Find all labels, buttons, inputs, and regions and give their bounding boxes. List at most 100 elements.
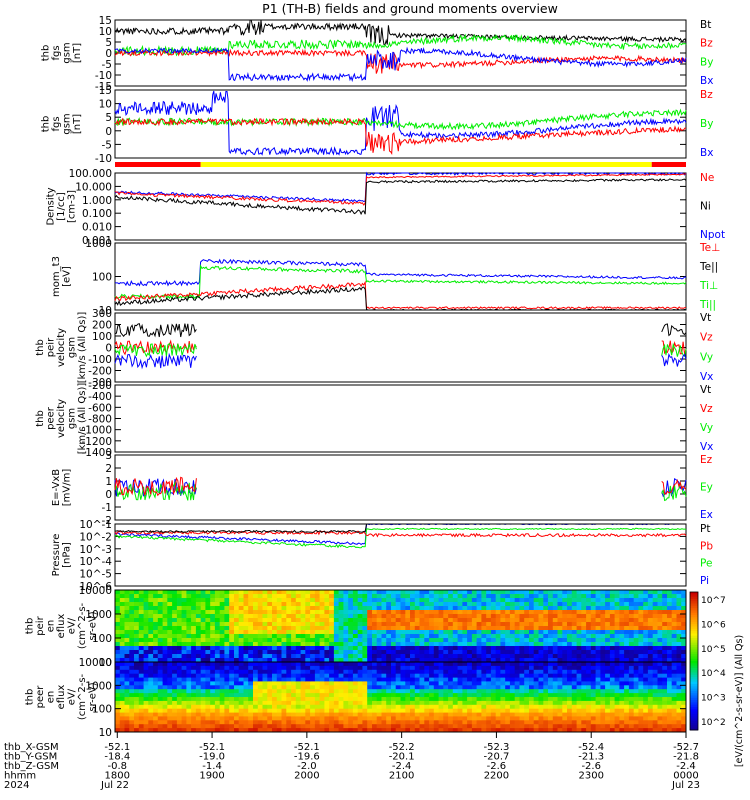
svg-text:thb: thb xyxy=(35,410,46,427)
y-tick-label: 1000 xyxy=(85,680,112,692)
pe-line xyxy=(114,527,687,549)
x-tick-label: 1900 xyxy=(199,771,224,782)
svg-text:[km/s (All Qs)]: [km/s (All Qs)] xyxy=(77,312,88,384)
mode-bar-segment xyxy=(651,162,686,167)
bt-line xyxy=(114,19,687,46)
y-tick-label: 10^-1 xyxy=(79,519,112,531)
y-tick-label: 1 xyxy=(105,476,112,488)
legend-entry: Pi xyxy=(700,575,709,587)
panel-frame xyxy=(114,454,687,521)
vt-line xyxy=(114,323,687,338)
ez-line xyxy=(114,476,687,497)
vz-line xyxy=(114,339,687,356)
x-ephemeris-label: -52.1 xyxy=(199,742,225,753)
y-tick-label: 10 xyxy=(99,657,112,669)
y-tick-label: 0 xyxy=(105,343,112,355)
y-tick-label: 100 xyxy=(92,704,112,716)
vx-line xyxy=(114,352,687,370)
svg-text:gsm: gsm xyxy=(61,42,72,63)
x-ephemeris-label: -19.0 xyxy=(199,752,225,763)
legend-entry: Vt xyxy=(700,312,711,324)
y-tick-label: 10^-3 xyxy=(79,544,112,556)
x-row-label: thb_X-GSM xyxy=(4,742,59,753)
svg-text:velocity: velocity xyxy=(56,399,67,438)
legend-entry: Te|| xyxy=(699,261,718,273)
x-date-end: Jul 23 xyxy=(671,780,700,791)
y-tick-label: 0.100 xyxy=(82,208,112,220)
x-ephemeris-label: -19.6 xyxy=(294,752,320,763)
y-tick-label: -5 xyxy=(102,139,112,151)
legend-entry: Pe xyxy=(700,558,712,570)
y-axis-label: thb peer velocity gsm [km/s (All Qs)] xyxy=(35,383,88,455)
y-tick-label: 10000 xyxy=(79,585,112,597)
legend-entry: Ex xyxy=(700,509,713,521)
svg-text:fgs: fgs xyxy=(51,45,62,60)
y-tick-label: -1400 xyxy=(81,447,112,459)
legend-entry: Te⊥ xyxy=(699,242,720,254)
x-ephemeris-label: -0.8 xyxy=(108,761,128,772)
svg-text:eflux: eflux xyxy=(56,685,67,710)
svg-text:[km/s (All Qs)]: [km/s (All Qs)] xyxy=(77,383,88,455)
x-ephemeris-label: -52.3 xyxy=(483,742,509,753)
y-tick-label: -100 xyxy=(88,354,112,366)
legend-entry: Vx xyxy=(700,371,713,383)
legend-entry: Pt xyxy=(700,523,710,535)
legend-entry: Ne xyxy=(700,172,714,184)
y-tick-label: -600 xyxy=(88,402,112,414)
y-tick-label: 10^-5 xyxy=(79,569,112,581)
x-ephemeris-label: -20.7 xyxy=(483,752,509,763)
legend-entry: Bz xyxy=(700,38,713,50)
svg-text:en: en xyxy=(46,691,57,704)
y-tick-label: 10 xyxy=(99,26,112,38)
x-tick-label: 2200 xyxy=(484,771,509,782)
y-tick-label: -1200 xyxy=(81,436,112,448)
ti-par-line xyxy=(114,264,687,301)
svg-text:[nT]: [nT] xyxy=(72,43,83,63)
legend-entry: Vy xyxy=(700,422,713,434)
legend-entry: Vz xyxy=(700,403,713,415)
x-ephemeris-label: -52.1 xyxy=(294,742,320,753)
svg-text:thb: thb xyxy=(35,339,46,356)
y-axis-label: Density [1/cc] [cm-3] xyxy=(46,187,78,225)
x-row-label: thb_Y-GSM xyxy=(4,752,57,763)
svg-text:gsm: gsm xyxy=(67,408,78,429)
y-tick-label: 0.001 xyxy=(82,235,112,247)
svg-text:thb: thb xyxy=(40,45,51,62)
svg-text:fgs: fgs xyxy=(51,116,62,131)
y-tick-label: -1000 xyxy=(81,425,112,437)
svg-text:gsm: gsm xyxy=(67,337,78,358)
svg-text:thb: thb xyxy=(25,618,36,635)
y-tick-label: 10^-6 xyxy=(79,581,112,593)
y-tick-label: 10 xyxy=(99,99,112,111)
y-tick-label: 10.000 xyxy=(75,181,112,193)
x-row-label: hhmm xyxy=(4,771,36,782)
colorbar-tick-label: 10^4 xyxy=(701,669,726,679)
legend-entry: Bz xyxy=(700,89,713,101)
y-tick-label: 10 xyxy=(99,305,112,317)
legend-entry: Npot xyxy=(700,229,725,241)
y-tick-label: -800 xyxy=(88,414,112,426)
pt-line xyxy=(114,523,686,534)
y-axis-label: thb peir en eflux eV/(cm^2-s-sr-eV) xyxy=(25,602,99,649)
svg-text:[cm-3]: [cm-3] xyxy=(67,190,78,223)
x-ephemeris-label: -2.6 xyxy=(581,761,601,772)
y-axis-label: thb fgs gsm [nT] xyxy=(40,113,83,134)
svg-text:thb: thb xyxy=(25,689,36,706)
legend-entry: Bt xyxy=(700,19,711,31)
y-tick-label: 1.000 xyxy=(82,195,112,207)
svg-text:sr-eV): sr-eV) xyxy=(88,611,99,640)
ni-line xyxy=(114,178,687,216)
x-row-label: 2024 xyxy=(4,780,29,791)
y-axis-label: thb peer en eflux eV/(cm^2-s-sr-eV) xyxy=(25,673,99,720)
x-ephemeris-label: -52.1 xyxy=(104,742,130,753)
y-tick-label: -400 xyxy=(88,391,112,403)
x-ephemeris-label: -52.4 xyxy=(578,742,604,753)
ey-line xyxy=(114,481,687,502)
x-ephemeris-label: -52.7 xyxy=(673,742,699,753)
mode-bar-segment xyxy=(200,162,652,167)
